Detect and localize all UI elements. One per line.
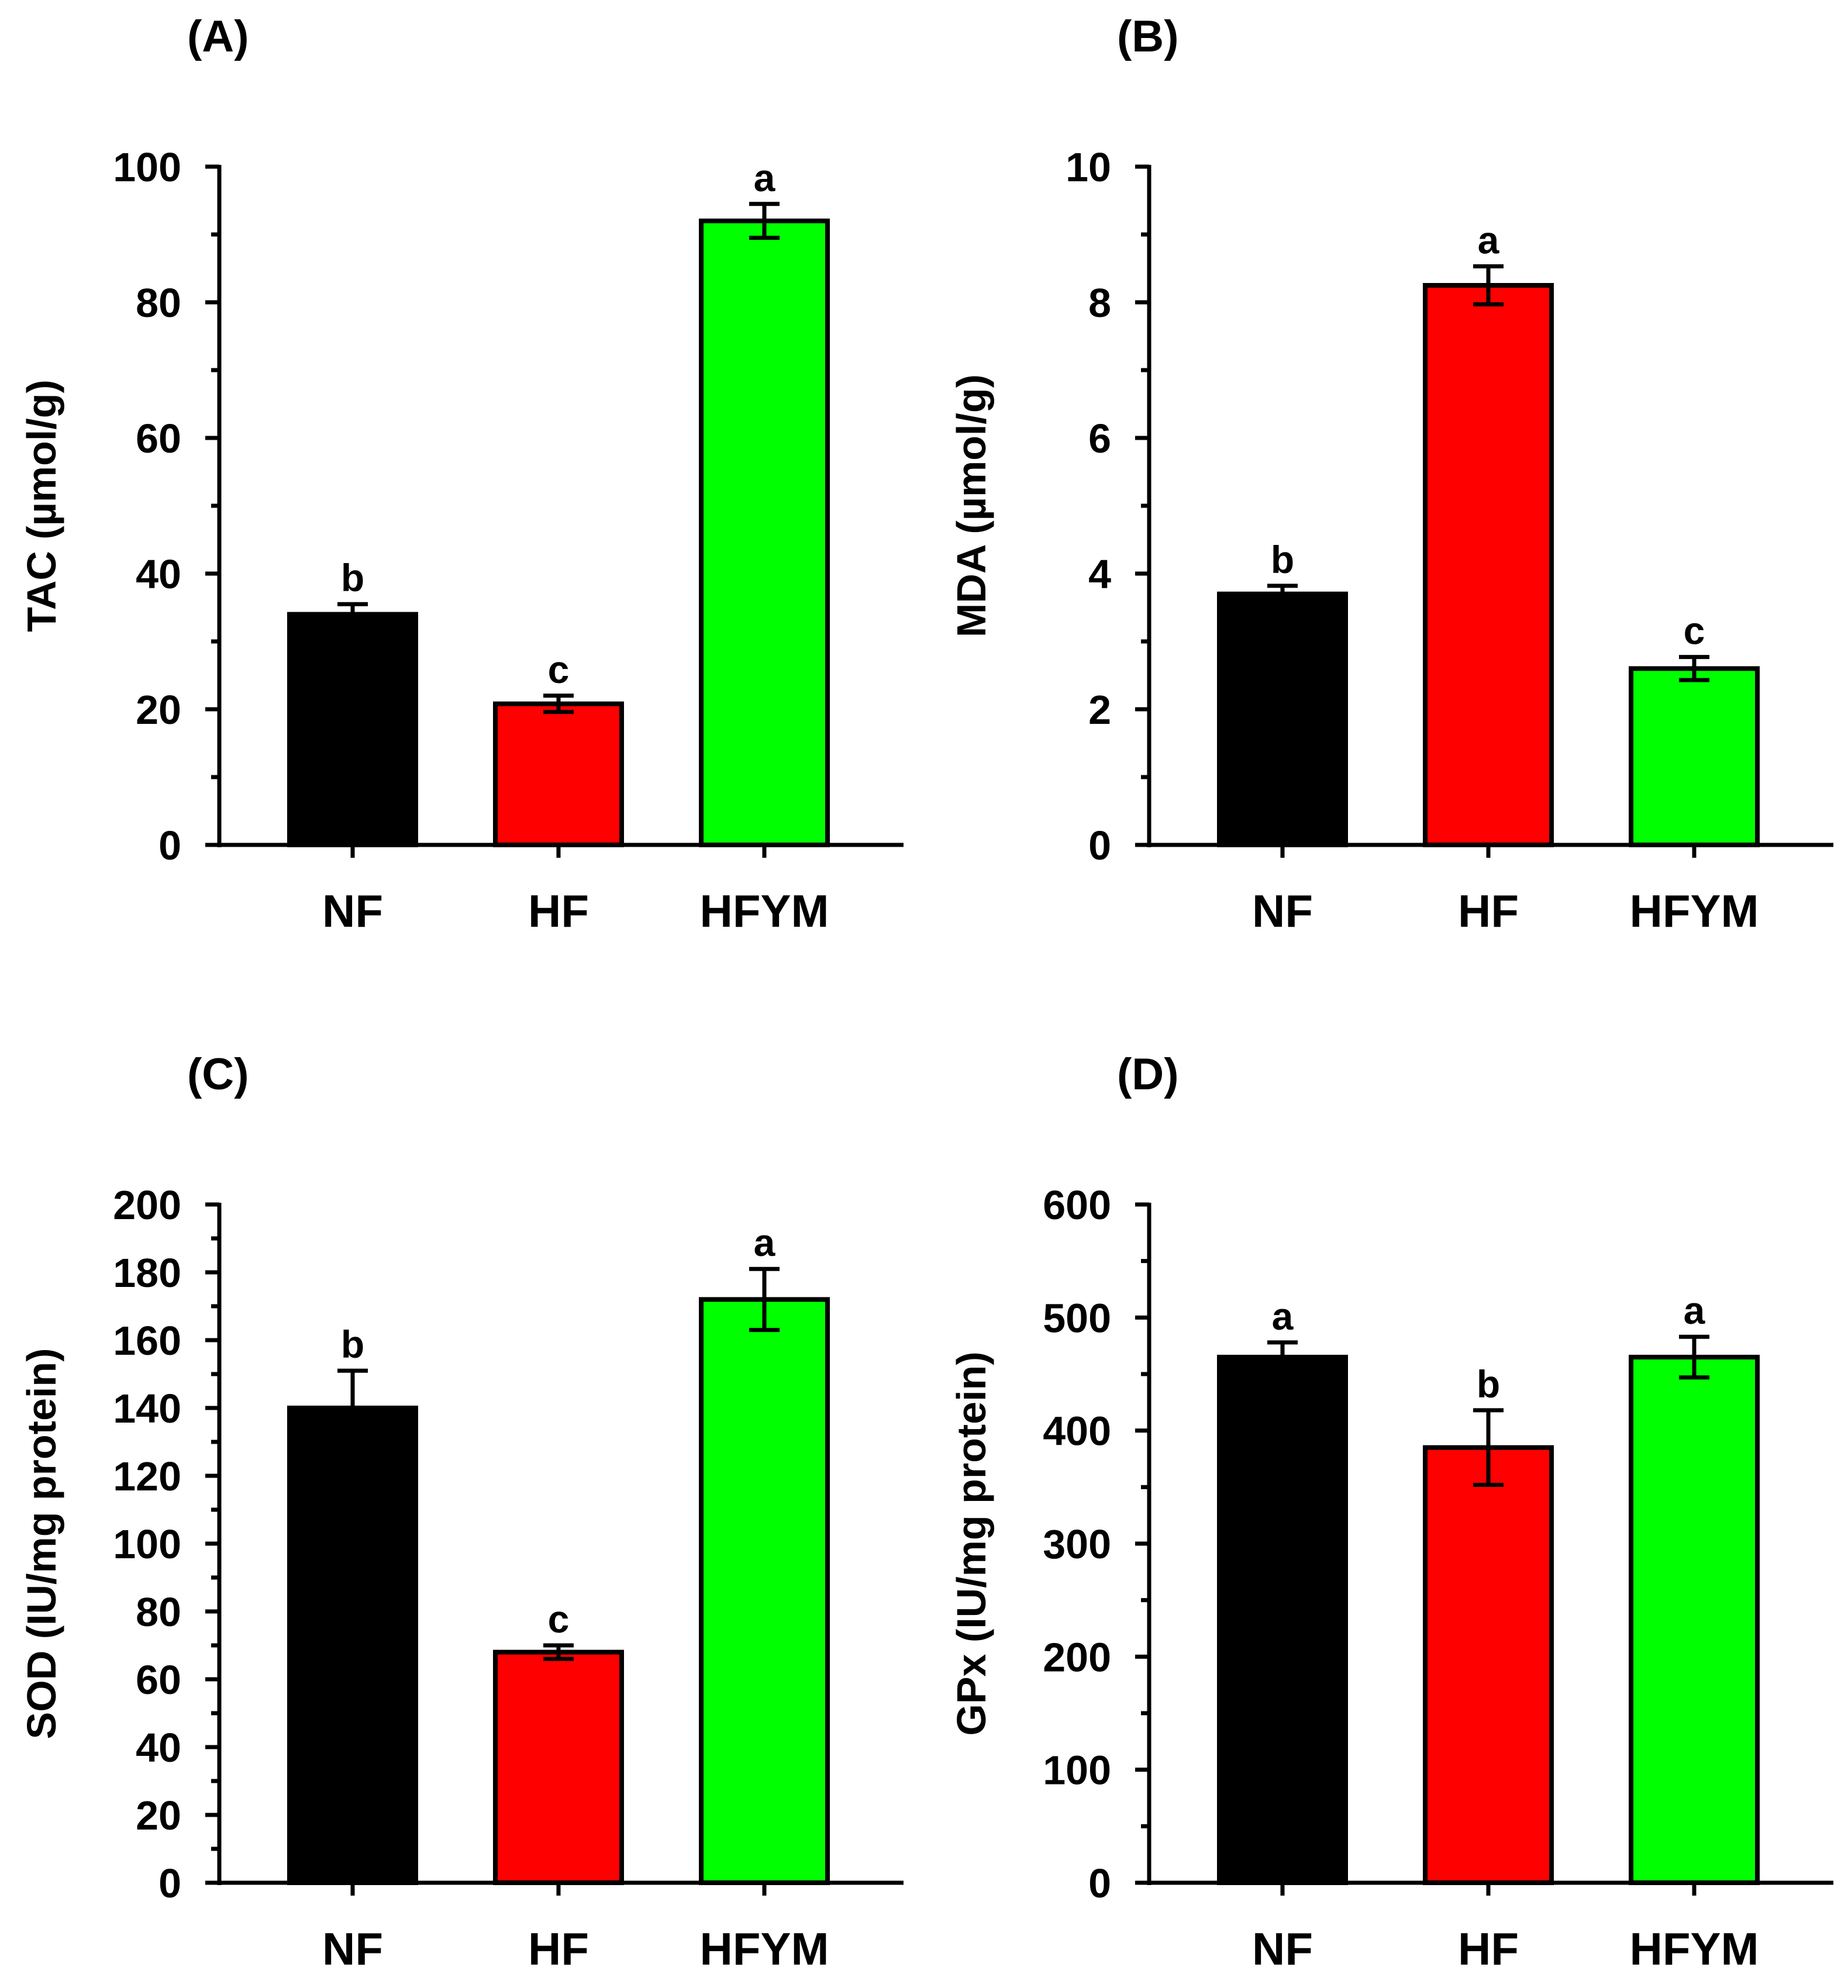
error-bar-nf [1267,1340,1298,1374]
panel-label: (B) [1117,12,1179,61]
category-label: NF [1252,1923,1313,1975]
significance-letter: b [1271,538,1294,581]
y-tick-label: 60 [136,416,181,461]
bar-hfym [1629,666,1760,848]
y-tick-label: 140 [113,1386,181,1431]
category-label: HF [528,885,589,937]
category-label: HF [1458,1923,1519,1975]
bar-nf [287,1406,418,1885]
bar-hf [493,1649,624,1885]
category-label: HF [1458,885,1519,937]
axes [1135,1202,1833,1896]
axes [1135,164,1833,858]
panel-a: (A) b NF c HF a HFYM 0 20 40 60 80 100 TAC (µmol/g) [19,12,904,937]
y-tick-label: 6 [1088,416,1111,461]
panel-label: (C) [187,1050,249,1099]
error-bar-hf [543,1643,574,1661]
panel-d: (D) a NF b HF a HFYM 0 100 200 300 400 500 600 GPx (IU… [949,1050,1833,1975]
y-tick-label: 40 [136,551,181,597]
panel-label: (D) [1117,1050,1179,1099]
bar-nf [1217,1355,1348,1885]
y-tick-label: 200 [1043,1634,1111,1680]
error-bar-hfym [1679,1334,1709,1380]
bar-hfym [699,218,830,847]
panel-label: (A) [187,12,249,61]
y-tick-label: 120 [113,1454,181,1499]
significance-letter: c [548,1597,570,1641]
y-tick-label: 0 [158,1861,181,1906]
category-label: NF [322,1923,383,1975]
bar-nf [287,612,418,847]
y-tick-label: 10 [1066,144,1111,190]
y-tick-label: 60 [136,1657,181,1703]
axes [205,164,904,858]
bar-hfym [1629,1355,1760,1885]
error-bar-hf [1473,1408,1504,1487]
significance-letter: c [548,648,570,691]
y-tick-label: 180 [113,1250,181,1296]
y-tick-label: 160 [113,1318,181,1364]
bar-hf [1423,283,1554,847]
significance-letter: a [1478,219,1500,262]
y-tick-label: 8 [1088,280,1111,326]
y-tick-label: 0 [1088,1861,1111,1906]
y-axis-title: SOD (IU/mg protein) [19,1348,64,1740]
significance-letter: a [1684,1289,1706,1332]
bar-hfym [699,1297,830,1885]
significance-letter: a [754,1221,776,1264]
y-tick-label: 4 [1088,551,1111,597]
significance-letter: c [1684,609,1705,653]
error-bar-nf [337,1368,368,1448]
y-tick-label: 600 [1043,1182,1111,1228]
y-tick-label: 80 [136,1589,181,1635]
significance-letter: b [341,556,364,599]
y-tick-label: 80 [136,280,181,326]
bar-hf [493,701,624,847]
bar-hf [1423,1445,1554,1885]
bar-nf [1217,591,1348,847]
panel-b: (B) b NF a HF c HFYM 0 2 4 6 8 10 MDA (µmol/g) [949,12,1833,937]
y-tick-label: 100 [1043,1748,1111,1793]
significance-letter: a [754,156,776,199]
category-label: HFYM [1630,885,1759,937]
error-bar-hfym [1679,655,1709,682]
category-label: NF [322,885,383,937]
category-label: HF [528,1923,589,1975]
significance-letter: b [1477,1362,1500,1406]
error-bar-nf [1267,584,1298,605]
y-axis-title: MDA (µmol/g) [949,374,994,637]
significance-letter: a [1272,1295,1294,1338]
category-label: HFYM [700,885,829,937]
error-bar-hfym [749,202,780,240]
y-tick-label: 300 [1043,1521,1111,1567]
y-tick-label: 200 [113,1182,181,1228]
y-tick-label: 100 [113,144,181,190]
y-tick-label: 0 [158,823,181,868]
panel-c: (C) b NF c HF a HFYM 0 20 40 60 80 100 120 140 160 180 20… [19,1050,904,1975]
y-tick-label: 2 [1088,687,1111,733]
error-bar-hf [543,693,574,715]
category-label: HFYM [1630,1923,1759,1975]
category-label: NF [1252,885,1313,937]
significance-letter: b [341,1323,364,1366]
y-tick-label: 40 [136,1725,181,1770]
error-bar-hf [1473,264,1504,306]
y-tick-label: 400 [1043,1409,1111,1454]
category-label: HFYM [700,1923,829,1975]
error-bar-hfym [749,1266,780,1333]
y-tick-label: 0 [1088,823,1111,868]
y-tick-label: 100 [113,1521,181,1567]
y-tick-label: 20 [136,687,181,733]
y-axis-title: GPx (IU/mg protein) [949,1351,994,1735]
y-tick-label: 500 [1043,1295,1111,1341]
y-axis-title: TAC (µmol/g) [19,379,64,632]
axes [205,1202,904,1896]
error-bar-nf [337,602,368,627]
y-tick-label: 20 [136,1793,181,1838]
